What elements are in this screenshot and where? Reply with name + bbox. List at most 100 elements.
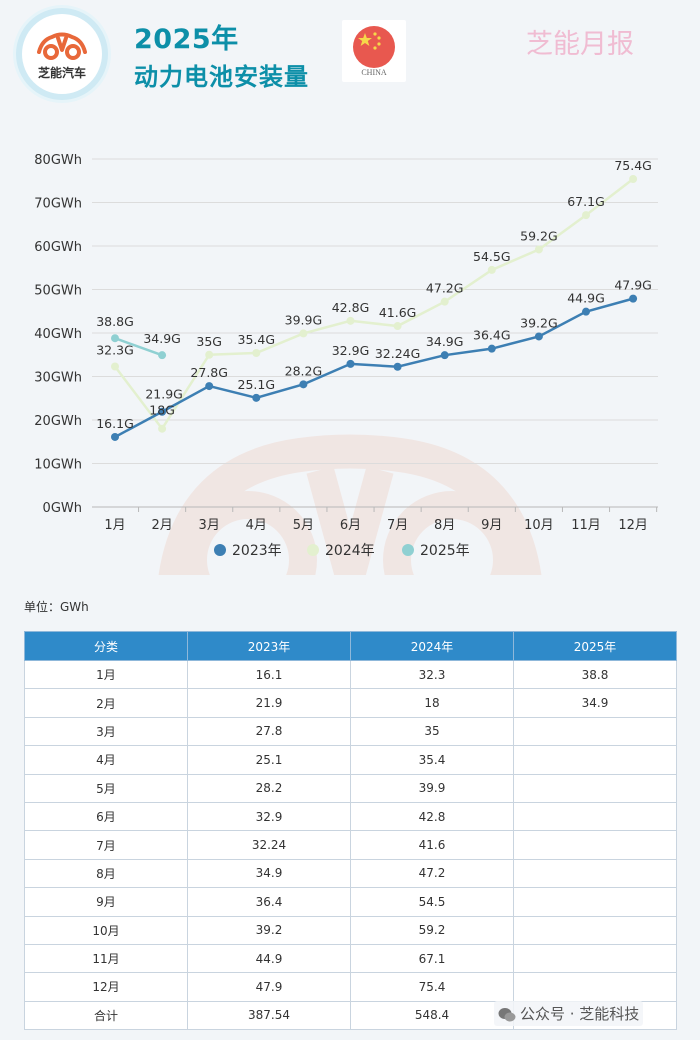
table-row: 10月 39.2 59.2: [24, 915, 677, 945]
data-point: [346, 316, 355, 325]
y-tick-label: 60GWh: [34, 240, 82, 255]
table-cell: 25.1: [187, 745, 351, 775]
legend-label: 2025年: [420, 543, 470, 559]
table-row: 1月 16.1 32.3 38.8: [24, 659, 677, 690]
data-point: [393, 362, 402, 371]
data-label: 59.2G: [520, 228, 558, 243]
table-row: 7月 32.24 41.6: [24, 830, 677, 860]
data-point: [440, 297, 449, 306]
data-point: [158, 424, 167, 433]
table-cell: 12月: [24, 972, 188, 1002]
table-cell: 36.4: [187, 887, 351, 917]
data-point: [158, 351, 167, 360]
table-cell: 合计: [24, 1000, 188, 1031]
china-flag-icon: [353, 26, 395, 68]
table-cell: 35: [350, 716, 514, 747]
data-label: 75.4G: [614, 158, 652, 173]
table-cell: 44.9: [187, 943, 351, 974]
data-point: [629, 294, 638, 303]
table-row: 2月 21.9 18 34.9: [24, 688, 677, 718]
title-year: 2025年: [134, 24, 239, 55]
data-label: 16.1G: [96, 416, 134, 431]
table-cell: 35.4: [350, 745, 514, 775]
table-row: 4月 25.1 35.4: [24, 745, 677, 775]
x-tick-label: 4月: [246, 518, 267, 533]
table-row: 6月 32.9 42.8: [24, 801, 677, 832]
table-cell: 38.8: [513, 659, 677, 690]
table-cell: 47.2: [350, 858, 514, 889]
series-line-2024年: [114, 178, 634, 431]
y-tick-label: 40GWh: [34, 327, 82, 342]
data-point: [158, 407, 167, 416]
table-cell: 28.2: [187, 773, 351, 803]
table-cell: 67.1: [350, 943, 514, 974]
data-point: [487, 344, 496, 353]
y-tick-label: 10GWh: [34, 458, 82, 473]
y-tick-label: 30GWh: [34, 371, 82, 386]
table-cell: 2月: [24, 688, 188, 718]
legend-marker: [214, 544, 226, 556]
table-row: 3月 27.8 35: [24, 716, 677, 747]
data-point: [393, 322, 402, 331]
data-label: 47.2G: [426, 281, 464, 296]
table-cell: 9月: [24, 887, 188, 917]
y-tick-label: 80GWh: [34, 153, 82, 168]
header-2023: 2023年: [187, 631, 351, 661]
table-cell: 18: [350, 688, 514, 718]
unit-label: 单位：GWh: [24, 600, 89, 614]
table-cell: [513, 887, 677, 917]
table-row: 11月 44.9 67.1: [24, 943, 677, 974]
table-cell: [513, 830, 677, 860]
data-point: [205, 350, 214, 359]
table-row: 5月 28.2 39.9: [24, 773, 677, 803]
legend-label: 2024年: [325, 543, 375, 559]
table-cell: 548.4: [350, 1000, 514, 1031]
page-title: 动力电池安装量: [134, 63, 309, 91]
data-label: 28.2G: [285, 363, 323, 378]
table-cell: 7月: [24, 830, 188, 860]
table-cell: 32.9: [187, 801, 351, 832]
series-line-2023年: [114, 297, 634, 439]
data-label: 34.9G: [143, 331, 181, 346]
data-label: 34.9G: [426, 334, 464, 349]
china-flag: CHINA: [342, 20, 406, 82]
data-label: 35G: [196, 334, 222, 349]
x-tick-label: 5月: [293, 518, 314, 533]
table-cell: 75.4: [350, 972, 514, 1002]
table-cell: 5月: [24, 773, 188, 803]
header-category: 分类: [24, 631, 188, 661]
table-cell: 34.9: [187, 858, 351, 889]
data-point: [205, 382, 214, 391]
data-label: 27.8G: [190, 365, 228, 380]
flag-label: CHINA: [361, 68, 387, 77]
table-cell: 10月: [24, 915, 188, 945]
header-2025: 2025年: [513, 631, 677, 661]
brand-name: 芝能月报: [526, 29, 634, 60]
data-label: 32.24G: [375, 346, 420, 361]
table-cell: 32.24: [187, 830, 351, 860]
data-label: 44.9G: [567, 291, 605, 306]
x-tick-label: 12月: [618, 518, 648, 533]
table-cell: 27.8: [187, 716, 351, 747]
y-tick-label: 0GWh: [43, 501, 82, 516]
footer-text: 公众号 · 芝能科技: [520, 1005, 640, 1023]
table-cell: 47.9: [187, 972, 351, 1002]
table-cell: 34.9: [513, 688, 677, 718]
line-chart: 0GWh 10GWh 20GWh 30GWh 40GWh 50GWh 60GWh 70GWh 8…: [34, 153, 658, 575]
x-tick-label: 9月: [481, 518, 502, 533]
table-cell: 16.1: [187, 659, 351, 690]
data-label: 32.3G: [96, 342, 134, 357]
x-tick-label: 3月: [199, 518, 220, 533]
y-tick-label: 20GWh: [34, 414, 82, 429]
data-label: 39.9G: [285, 312, 323, 327]
table-cell: [513, 943, 677, 974]
series-line-2025年: [114, 337, 163, 357]
data-label: 36.4G: [473, 328, 511, 343]
table-cell: 11月: [24, 943, 188, 974]
table-cell: [513, 858, 677, 889]
table-cell: 1月: [24, 659, 188, 690]
data-point: [534, 332, 543, 341]
y-tick-label: 70GWh: [34, 197, 82, 212]
data-label: 38.8G: [96, 314, 134, 329]
data-label: 18G: [149, 403, 175, 418]
